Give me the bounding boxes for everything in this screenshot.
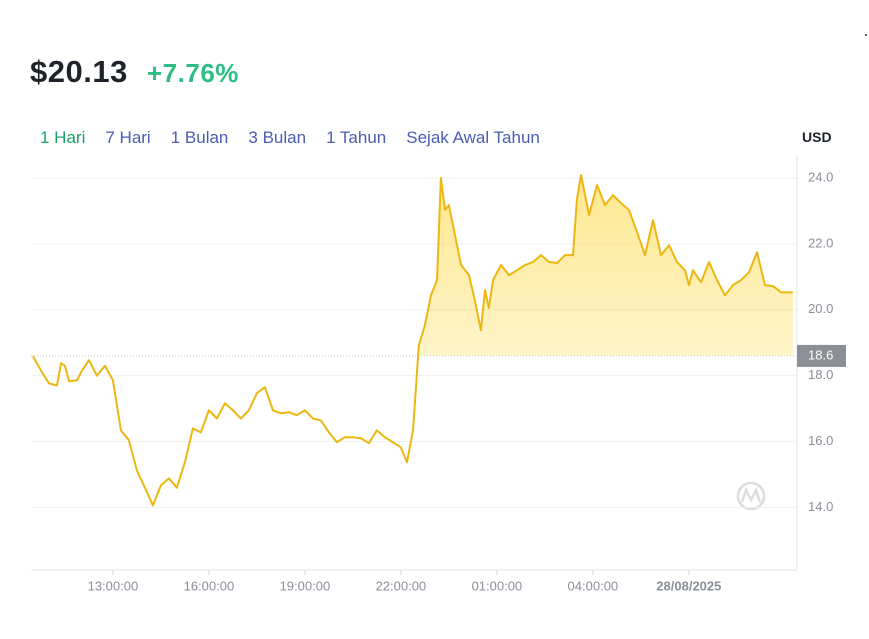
range-tab[interactable]: 1 Bulan: [170, 128, 229, 147]
range-tab[interactable]: 1 Tahun: [326, 128, 387, 147]
range-tab[interactable]: Sejak Awal Tahun: [406, 128, 540, 147]
x-tick-label: 22:00:00: [376, 578, 427, 593]
y-tick-label: 20.0: [808, 301, 833, 316]
reference-label: 18.6: [808, 347, 833, 362]
x-tick-label: 01:00:00: [472, 578, 523, 593]
y-tick-label: 24.0: [808, 169, 833, 184]
x-tick-label: 19:00:00: [280, 578, 331, 593]
dot: [865, 34, 867, 36]
range-tab[interactable]: 7 Hari: [105, 128, 151, 147]
y-tick-label: 22.0: [808, 235, 833, 250]
y-tick-label: 16.0: [808, 433, 833, 448]
y-tick-label: 14.0: [808, 499, 833, 514]
y-tick-label: 18.0: [808, 367, 833, 382]
currency-unit: USD: [802, 129, 832, 145]
price: $20.13: [30, 54, 128, 89]
range-tabs: 1 Hari 7 Hari 1 Bulan 3 Bulan 1 Tahun Sejak A…: [30, 128, 550, 148]
x-tick-label: 16:00:00: [184, 578, 235, 593]
area: [418, 175, 793, 356]
watermark: [736, 481, 766, 511]
range-tab[interactable]: 3 Bulan: [248, 128, 307, 147]
x-tick-label: 13:00:00: [88, 578, 139, 593]
x-tick-label: 04:00:00: [568, 578, 619, 593]
price-line: [32, 174, 793, 507]
x-tick-label: 28/08/2025: [656, 578, 721, 593]
range-tab[interactable]: 1 Hari: [40, 128, 86, 147]
price-change: +7.76%: [147, 58, 239, 88]
reference-label-box: [797, 344, 846, 367]
